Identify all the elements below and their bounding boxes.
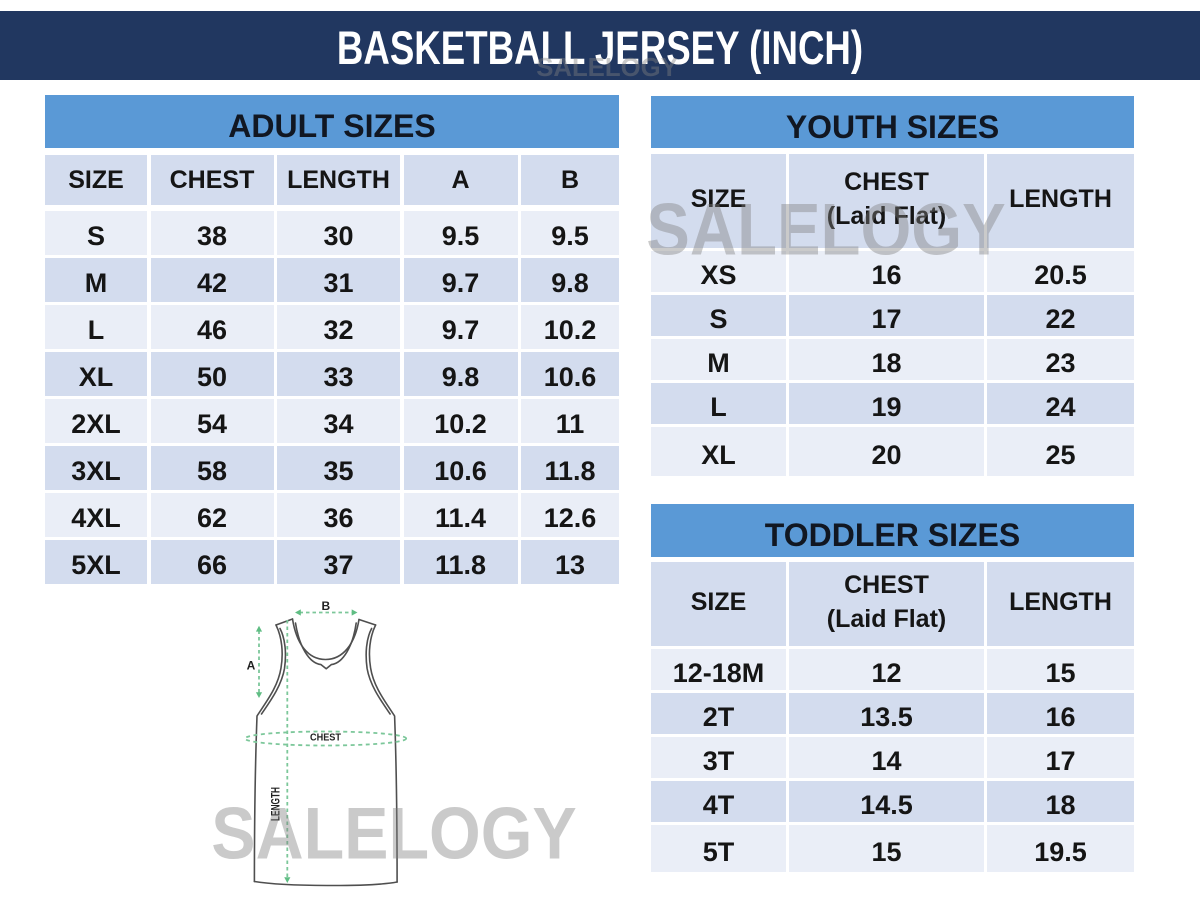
svg-text:LENGTH: LENGTH	[271, 787, 283, 821]
svg-text:B: B	[321, 599, 330, 613]
svg-text:CHEST: CHEST	[310, 732, 342, 744]
svg-text:A: A	[247, 659, 256, 673]
